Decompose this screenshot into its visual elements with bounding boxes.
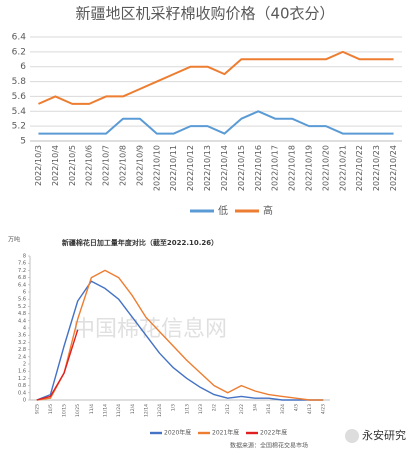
y-tick-label: 1.2: [18, 376, 26, 382]
x-tick-label: 2022/10/23: [372, 145, 381, 191]
y-tick-label: 6.2: [12, 47, 26, 57]
x-tick-label: 2022/10/6: [85, 145, 94, 186]
y-tick-label: 3.2: [18, 340, 26, 346]
x-tick-label: 2022/10/14: [220, 145, 229, 191]
x-tick-label: 2022/10/20: [321, 145, 330, 191]
y-tick-label: 0.4: [18, 390, 26, 396]
x-tick-label: 2022/10/15: [237, 145, 246, 191]
x-tick-label: 2022/10/9: [135, 145, 144, 186]
brand-icon: [345, 429, 359, 443]
series-line: [36, 269, 324, 401]
series-line: [36, 329, 79, 401]
series-line: [38, 50, 394, 105]
x-tick-label: 11/24: [116, 404, 122, 417]
x-tick-label: 10/5: [48, 404, 54, 414]
y-tick-label: 2: [23, 362, 26, 368]
y-tick-label: 5.4: [12, 107, 27, 117]
y-tick-label: 6.8: [18, 275, 26, 281]
x-tick-label: 3/14: [266, 404, 272, 414]
brand: 永安研究: [362, 428, 406, 442]
x-tick-label: 2/2: [212, 404, 218, 411]
x-tick-label: 2022/10/18: [288, 145, 297, 191]
x-tick-label: 2/22: [239, 404, 245, 414]
y-tick-label: 6.4: [12, 33, 27, 43]
x-tick-label: 9/25: [34, 404, 40, 414]
legend-label: 2020年度: [164, 429, 191, 437]
x-tick-label: 2022/10/19: [305, 145, 314, 191]
y-tick-label: 2.8: [18, 347, 26, 353]
x-tick-label: 11/14: [103, 404, 109, 417]
y-tick-label: 1.6: [18, 369, 26, 375]
series-line: [38, 110, 394, 135]
y-tick-label: 8: [23, 254, 26, 260]
y-tick-label: 7.2: [18, 268, 26, 274]
x-tick-label: 2022/10/21: [338, 145, 347, 191]
x-tick-label: 2022/10/8: [119, 145, 128, 186]
y-tick-label: 5.2: [18, 304, 26, 310]
chart-title: 新疆地区机采籽棉收购价格（40衣分）: [75, 5, 334, 23]
y-tick-label: 5.6: [12, 92, 27, 102]
x-tick-label: 2022/10/24: [389, 145, 398, 191]
x-tick-label: 2022/10/11: [169, 145, 178, 191]
y-tick-label: 2.4: [18, 354, 26, 360]
x-tick-label: 2022/10/7: [102, 145, 111, 186]
x-tick-label: 10/25: [75, 404, 81, 417]
y-tick-label: 0: [23, 398, 26, 404]
x-tick-label: 2022/10/5: [68, 145, 77, 186]
x-tick-label: 2022/10/4: [51, 145, 60, 186]
y-tick-label: 6.4: [18, 282, 26, 288]
y-tick-label: 7.6: [18, 261, 26, 267]
y-tick-label: 6: [23, 290, 26, 296]
y-tick-label: 4: [23, 326, 26, 332]
y-tick-label: 3.6: [18, 333, 26, 339]
x-tick-label: 1/13: [184, 404, 190, 414]
x-tick-label: 4/3: [293, 404, 299, 411]
y-tick-label: 5: [20, 137, 26, 147]
x-tick-label: 11/4: [89, 404, 95, 414]
y-tick-label: 4.4: [18, 318, 26, 324]
x-tick-label: 2022/10/10: [152, 145, 161, 191]
y-tick-label: 5.2: [12, 122, 26, 132]
y-tick-label: 5.8: [12, 77, 27, 87]
legend-label: 高: [263, 204, 273, 217]
chart-title: 新疆棉花日加工量年度对比（截至2022.10.26）: [62, 238, 218, 247]
x-tick-label: 12/4: [130, 404, 136, 414]
legend-label: 2022年度: [260, 429, 287, 437]
x-tick-label: 2022/10/17: [271, 145, 280, 191]
legend-label: 2021年度: [212, 429, 239, 437]
series-line: [36, 280, 324, 401]
x-tick-label: 12/24: [157, 404, 163, 417]
x-tick-label: 2022/10/16: [254, 145, 263, 191]
x-tick-label: 4/23: [321, 404, 327, 414]
x-tick-label: 2022/10/12: [186, 145, 195, 191]
y-tick-label: 0.8: [18, 383, 26, 389]
x-tick-label: 1/3: [171, 404, 177, 411]
source: 数据来源：全国棉花交易市场: [230, 442, 308, 450]
x-tick-label: 2022/10/3: [34, 145, 43, 186]
y-axis-label: 万吨: [8, 236, 20, 244]
y-tick-label: 5.6: [18, 297, 26, 303]
x-tick-label: 3/4: [253, 404, 259, 411]
x-tick-label: 2/12: [225, 404, 231, 414]
x-tick-label: 12/14: [143, 404, 149, 417]
y-tick-label: 6: [20, 62, 26, 72]
x-tick-label: 4/13: [307, 404, 313, 414]
x-tick-label: 1/23: [198, 404, 204, 414]
x-tick-label: 3/24: [280, 404, 286, 414]
legend-label: 低: [218, 204, 228, 217]
x-tick-label: 2022/10/22: [355, 145, 364, 191]
y-tick-label: 4.8: [18, 311, 26, 317]
x-tick-label: 10/15: [62, 404, 68, 417]
x-tick-label: 2022/10/13: [203, 145, 212, 191]
